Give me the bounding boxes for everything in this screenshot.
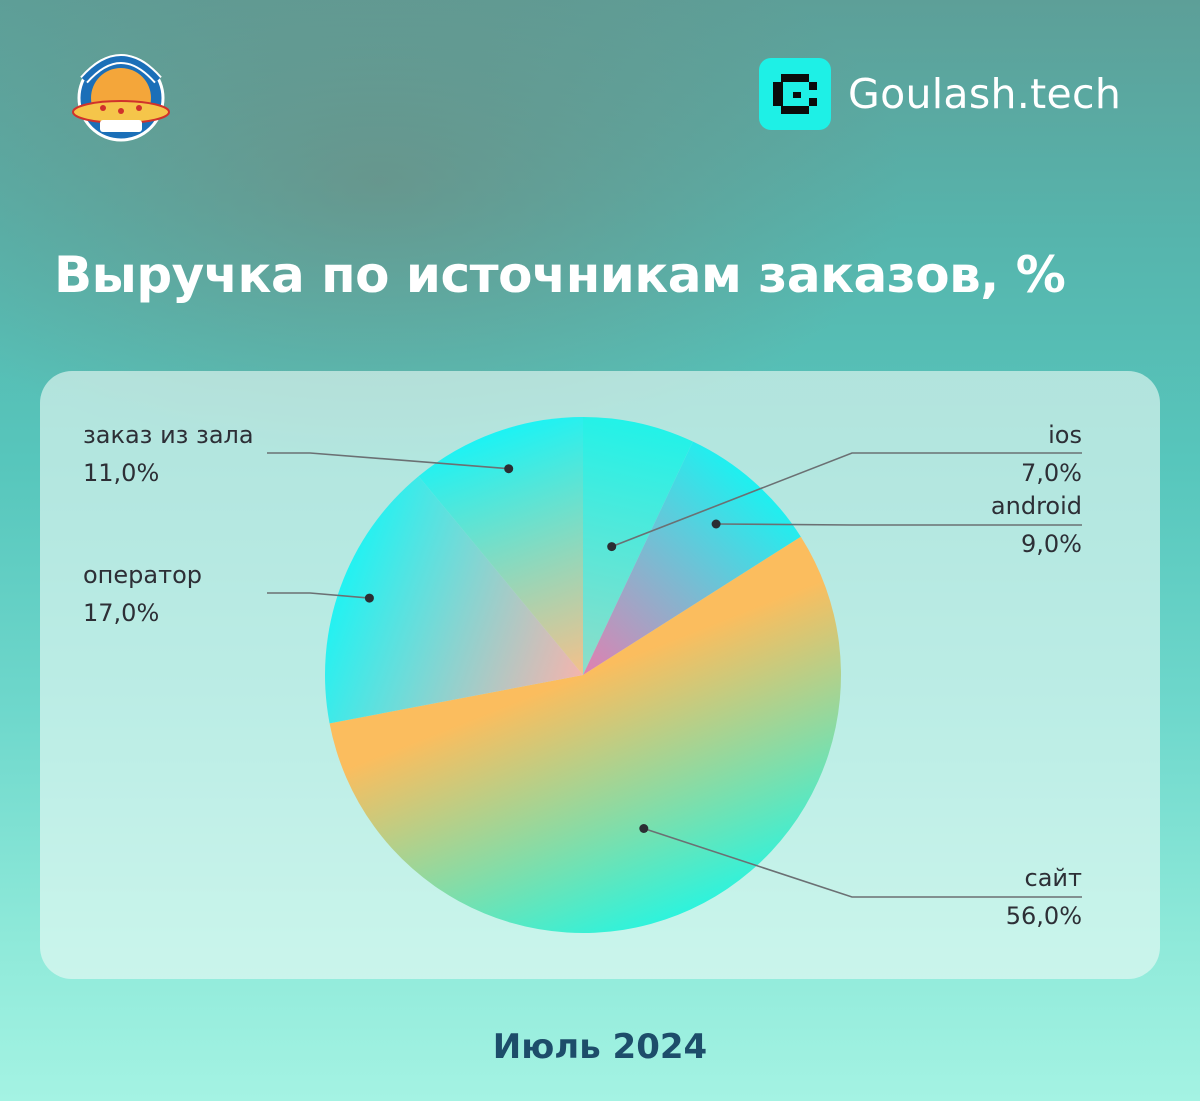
leader-dot-заказ-из-зала: [504, 464, 514, 474]
leader-line-оператор: [267, 592, 370, 599]
pie-slice-ios: [583, 417, 693, 675]
slice-value-android: 9,0%: [1021, 530, 1082, 558]
slice-value-заказ-из-зала: 11,0%: [83, 459, 160, 487]
leader-dot-ios: [607, 542, 617, 552]
goulash-logo-icon: [759, 58, 831, 130]
slice-value-оператор: 17,0%: [83, 599, 160, 627]
slice-value-ios: 7,0%: [1021, 459, 1082, 487]
leader-dot-сайт: [639, 824, 649, 833]
pie-slice-заказ-из-зала: [418, 417, 583, 675]
slice-label-android: android: [990, 492, 1082, 520]
slice-value-сайт: 56,0%: [1005, 902, 1082, 930]
nemestnye-logo: [72, 54, 170, 142]
goulash-brand: Goulash.tech: [759, 58, 1121, 130]
slice-label-сайт: сайт: [1024, 864, 1082, 892]
chart-card: ios 7,0% android 9,0% сайт 56,0% оператор 17,0%…: [40, 371, 1160, 979]
pie-slice-оператор: [325, 476, 583, 724]
leader-dot-оператор: [364, 593, 374, 603]
leader-line-ios: [611, 452, 1082, 548]
slice-label-ios: ios: [1048, 421, 1082, 449]
page-title: Выручка по источникам заказов, %: [54, 246, 1066, 304]
leader-line-android: [716, 523, 1082, 526]
brand-name: Goulash.tech: [848, 70, 1122, 118]
leader-line-заказ-из-зала: [267, 452, 509, 470]
pie-chart: [267, 417, 1082, 933]
leader-line-сайт: [643, 827, 1082, 898]
period-label: Июль 2024: [492, 1027, 708, 1067]
leader-dot-android: [711, 519, 721, 529]
pie-slice-сайт: [329, 536, 842, 933]
pie-slice-android: [583, 441, 801, 675]
slice-label-заказ-из-зала: заказ из зала: [83, 421, 254, 449]
slice-label-оператор: оператор: [83, 561, 202, 589]
